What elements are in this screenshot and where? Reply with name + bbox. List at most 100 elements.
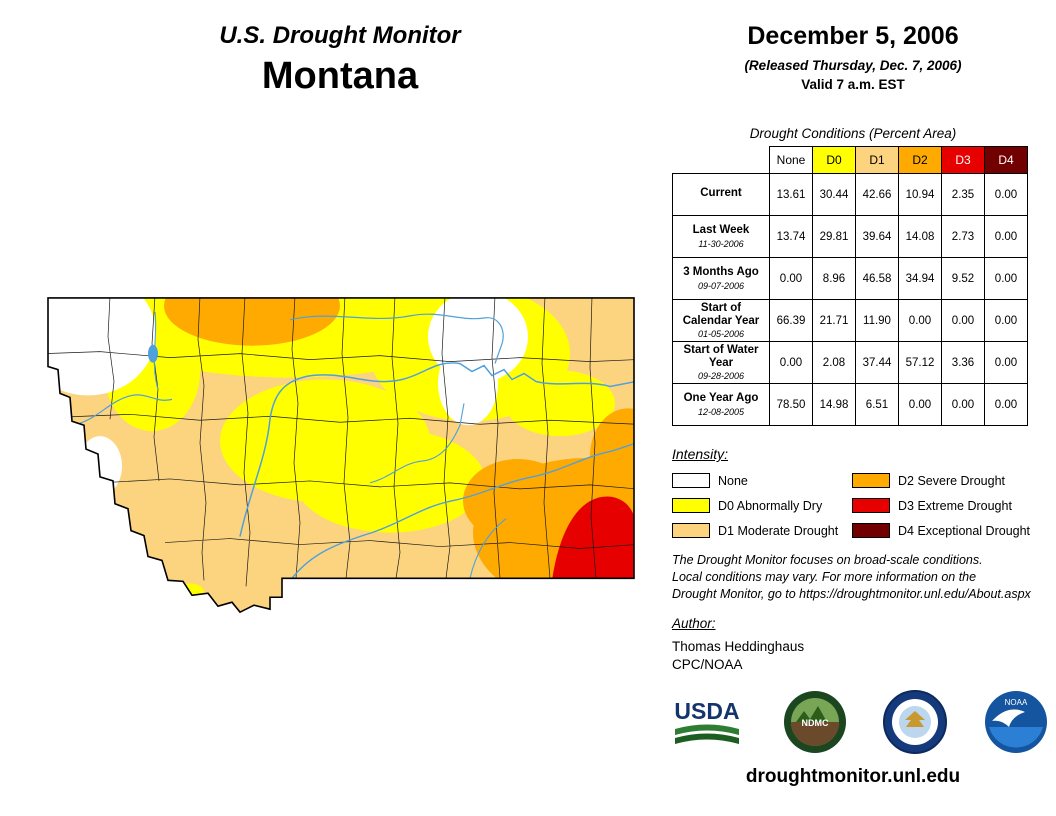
row-label: 3 Months Ago [683,266,759,279]
table-row: One Year Ago 12-08-2005 78.50 14.98 6.51… [672,383,1028,426]
disclaimer: The Drought Monitor focuses on broad-sca… [672,552,1044,603]
released-date: (Released Thursday, Dec. 7, 2006) [744,58,962,73]
state-name: Montana [261,55,419,97]
row-label: Start of Calendar Year [682,301,760,327]
table-header-row: None D0 D1 D2 D3 D4 [672,146,1028,174]
legend-item: D0 Abnormally Dry [672,493,838,518]
stat-cell: 66.39 [769,299,813,342]
stat-cell: 2.35 [941,173,985,216]
row-label-cell: Start of Calendar Year 01-05-2006 [672,299,770,342]
stat-cell: 2.08 [812,341,856,384]
usda-logo: USDA [674,698,740,744]
table-caption: Drought Conditions (Percent Area) [749,126,957,141]
stat-cell: 8.96 [812,257,856,300]
column-header-d2: D2 [898,146,942,174]
disclaimer-line: Local conditions may vary. For more info… [672,569,977,584]
drought-regions [48,297,634,613]
stat-cell: 46.58 [855,257,899,300]
footer-url: droughtmonitor.unl.edu [745,766,961,787]
legend-item: D2 Severe Drought [852,468,1030,493]
disclaimer-line: The Drought Monitor focuses on broad-sca… [672,553,983,567]
legend-label: None [718,473,748,488]
table-row: Start of Calendar Year 01-05-2006 66.39 … [672,299,1028,342]
stat-cell: 0.00 [769,257,813,300]
legend-item: D1 Moderate Drought [672,518,838,543]
musselshell-river [369,403,465,484]
row-date: 01-05-2006 [697,329,745,340]
rivers [79,311,634,579]
stat-cell: 13.74 [769,215,813,258]
legend-item: D3 Extreme Drought [852,493,1030,518]
stat-cell: 37.44 [855,341,899,384]
row-label: Last Week [692,224,750,237]
logo-row: USDA NDMC NOAA [668,690,1048,754]
column-header-d3: D3 [941,146,985,174]
stat-cell: 0.00 [984,257,1028,300]
stat-cell: 30.44 [812,173,856,216]
stat-cell: 9.52 [941,257,985,300]
noaa-logo: NOAA [984,691,1047,753]
row-label: One Year Ago [683,392,759,405]
noaa-logo-text: NOAA [1005,698,1028,707]
missouri-river [239,362,634,537]
row-label-cell: Last Week 11-30-2006 [672,215,770,258]
stat-cell: 14.98 [812,383,856,426]
stat-cell: 6.51 [855,383,899,426]
column-header-none: None [769,146,813,174]
column-header-d4: D4 [984,146,1028,174]
disclaimer-line: Drought Monitor, go to https://droughtmo… [672,586,1031,601]
legend-item: None [672,468,838,493]
row-label-cell: One Year Ago 12-08-2005 [672,383,770,426]
table-row: Last Week 11-30-2006 13.74 29.81 39.64 1… [672,215,1028,258]
row-date: 11-30-2006 [698,238,744,249]
column-header-d1: D1 [855,146,899,174]
author-heading: Author: [672,616,716,631]
legend-column-left: None D0 Abnormally Dry D1 Moderate Droug… [672,468,838,543]
report-date: December 5, 2006 [747,22,959,50]
stat-cell: 3.36 [941,341,985,384]
stat-cell: 10.94 [898,173,942,216]
row-label: Current [700,187,742,200]
stat-cell: 0.00 [984,383,1028,426]
legend-label: D0 Abnormally Dry [718,498,823,513]
legend-swatch-none [672,473,710,488]
legend-label: D4 Exceptional Drought [898,523,1031,538]
stat-cell: 0.00 [984,215,1028,258]
legend-swatch-d3 [852,498,890,513]
stat-cell: 42.66 [855,173,899,216]
valid-time: Valid 7 a.m. EST [801,77,905,92]
region-d0-southcentral [295,429,485,533]
stat-cell: 34.94 [898,257,942,300]
row-label-cell: Current [672,173,770,216]
region-d0-east [505,370,615,437]
row-date: 09-28-2006 [697,371,745,382]
row-date: 12-08-2005 [697,406,745,417]
legend-item: D4 Exceptional Drought [852,518,1030,543]
ndmc-logo-text: NDMC [801,718,828,728]
stat-cell: 0.00 [984,173,1028,216]
row-label-cell: 3 Months Ago 09-07-2006 [672,257,770,300]
stat-cell: 0.00 [941,383,985,426]
stat-cell: 57.12 [898,341,942,384]
commerce-seal-logo [883,690,948,754]
stat-cell: 13.61 [769,173,813,216]
stat-cell: 0.00 [984,299,1028,342]
report-header: U.S. Drought Monitor Montana [40,22,640,98]
usda-logo-text: USDA [674,698,739,724]
milk-river [289,313,504,364]
stat-cell: 21.71 [812,299,856,342]
stat-cell: 39.64 [855,215,899,258]
report-title: U.S. Drought Monitor [219,22,461,49]
table-row: 3 Months Ago 09-07-2006 0.00 8.96 46.58 … [672,257,1028,300]
legend-swatch-d4 [852,523,890,538]
legend-label: D1 Moderate Drought [718,523,839,538]
flathead-lake [148,344,158,363]
drought-conditions-table: None D0 D1 D2 D3 D4 Current 13.61 30.44 … [672,146,1028,426]
author-organization: CPC/NOAA [672,657,743,672]
map-area [40,292,640,640]
legend-title: Intensity: [672,446,729,462]
stat-cell: 11.90 [855,299,899,342]
region-d2-east-edge [590,408,634,504]
column-header-d0: D0 [812,146,856,174]
